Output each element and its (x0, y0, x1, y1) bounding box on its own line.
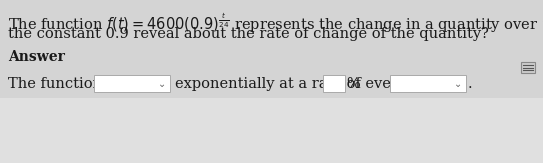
Text: The function is: The function is (8, 77, 119, 91)
Text: .: . (468, 77, 472, 91)
Text: exponentially at a rate of: exponentially at a rate of (175, 77, 361, 91)
FancyBboxPatch shape (521, 62, 535, 73)
Bar (0, 98, 543, 163)
FancyBboxPatch shape (94, 74, 170, 91)
Text: ⌄: ⌄ (158, 79, 166, 89)
Text: The function $f(t) = 4600(0.9)^{\frac{t}{24}}$ represents the change in a quanti: The function $f(t) = 4600(0.9)^{\frac{t}… (8, 11, 543, 35)
FancyBboxPatch shape (323, 74, 345, 91)
FancyBboxPatch shape (390, 74, 466, 91)
Text: Answer: Answer (8, 50, 65, 64)
Text: % every: % every (347, 77, 406, 91)
Bar (0, 0, 543, 98)
Text: ⌄: ⌄ (454, 79, 462, 89)
Text: the constant 0.9 reveal about the rate of change of the quantity?: the constant 0.9 reveal about the rate o… (8, 27, 489, 41)
